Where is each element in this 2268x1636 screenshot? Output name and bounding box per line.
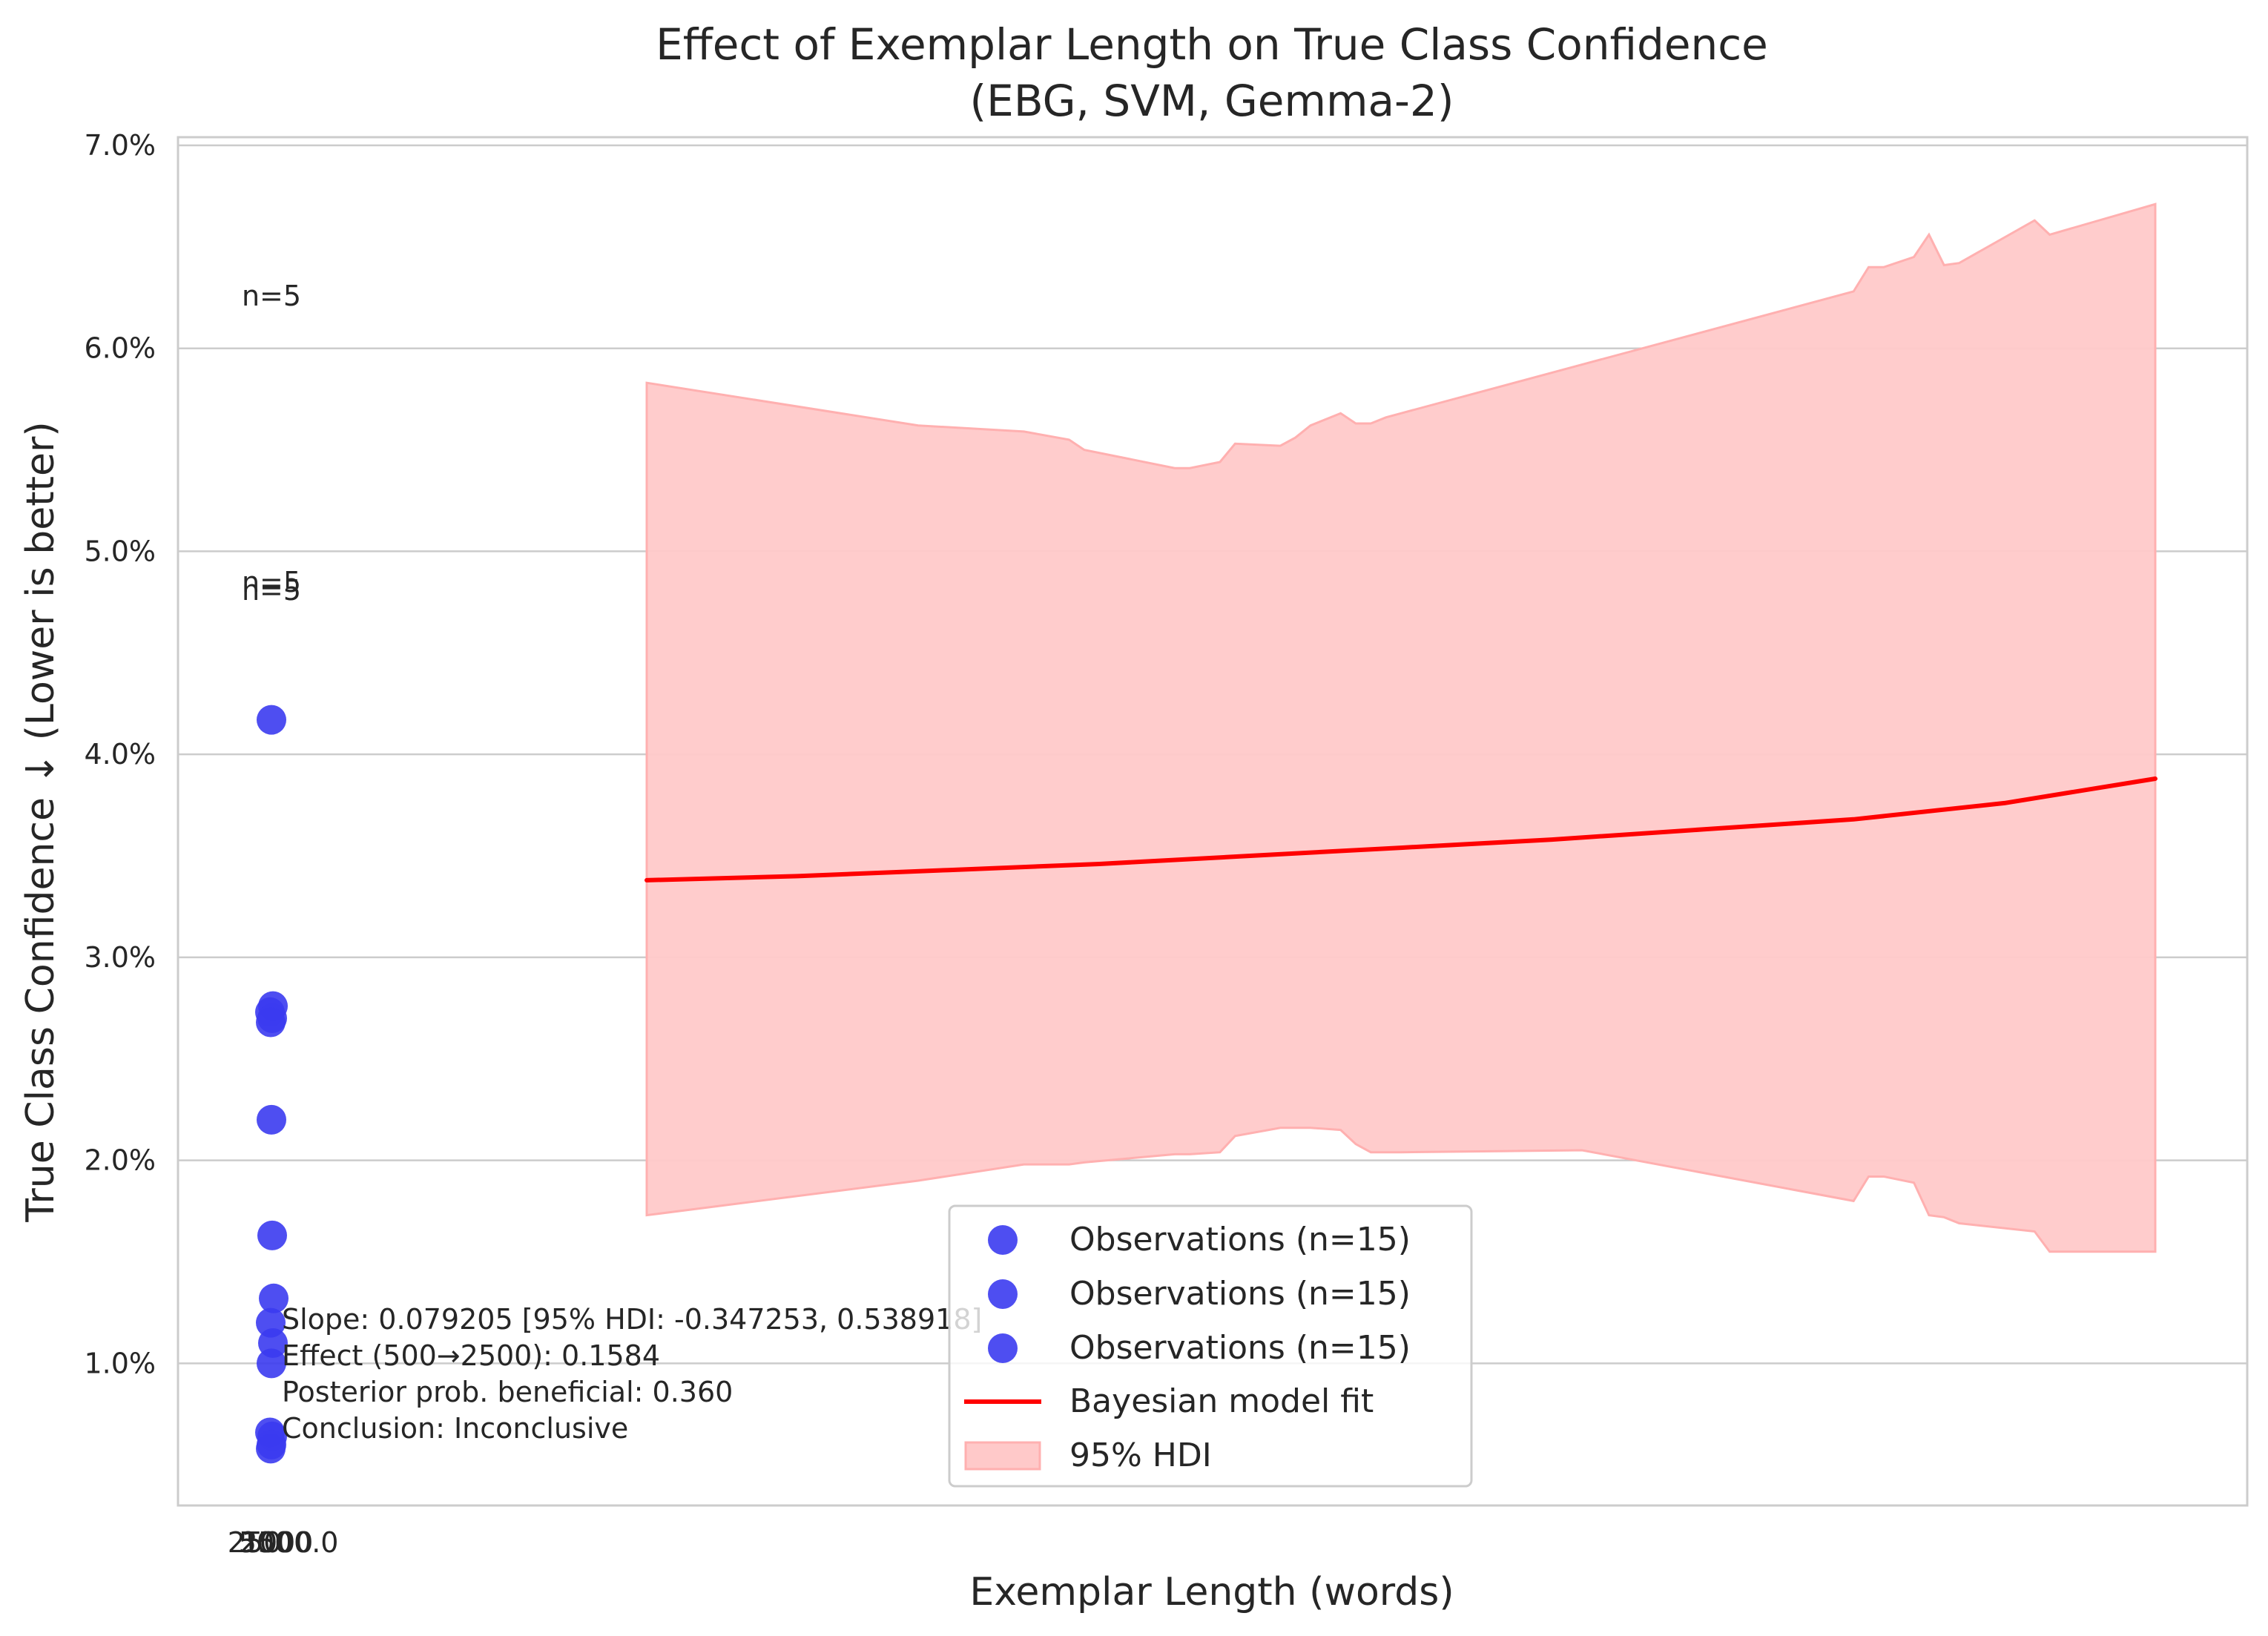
y-ticks: 1.0% 2.0% 3.0% 4.0% 5.0% 6.0% 7.0% — [84, 129, 156, 1379]
legend-label-observations-2: Observations (n=15) — [1069, 1275, 1411, 1313]
y-axis-label: True Class Confidence ↓ (Lower is better… — [19, 421, 63, 1222]
points-layer — [255, 705, 289, 1464]
hdi-layer — [645, 202, 2157, 1253]
legend-box — [948, 1204, 1473, 1488]
observation-point — [257, 705, 286, 735]
sample-annotations: n=5n=5n=5 — [242, 280, 301, 607]
y-tick-label: 7.0% — [84, 129, 156, 162]
observation-point — [257, 1348, 286, 1379]
legend-marker-observations-1 — [988, 1225, 1018, 1255]
legend-patch-hdi — [964, 1441, 1041, 1471]
stats-line-slope: Slope: 0.079205 [95% HDI: -0.347253, 0.5… — [282, 1303, 982, 1336]
stats-line-posterior: Posterior prob. beneficial: 0.360 — [282, 1376, 733, 1408]
y-tick-label: 4.0% — [84, 738, 156, 771]
observation-point — [256, 1434, 286, 1464]
legend: Observations (n=15) Observations (n=15) … — [948, 1204, 1473, 1488]
legend-marker-observations-2 — [988, 1279, 1018, 1309]
observation-point — [257, 1104, 286, 1135]
sample-size-annotation: n=5 — [242, 280, 301, 312]
sample-size-annotation: n=5 — [242, 574, 301, 607]
y-tick-label: 6.0% — [84, 332, 156, 365]
x-tick-label: 1000 — [242, 1526, 314, 1559]
y-tick-label: 3.0% — [84, 941, 156, 974]
observation-point — [259, 1283, 289, 1313]
y-tick-label: 1.0% — [84, 1347, 156, 1379]
x-axis-label: Exemplar Length (words) — [969, 1570, 1454, 1614]
chart-title: Effect of Exemplar Length on True Class … — [656, 19, 1768, 70]
y-tick-label: 5.0% — [84, 535, 156, 567]
plot-frame — [177, 136, 2249, 1507]
y-tick-label: 2.0% — [84, 1144, 156, 1177]
stats-line-conclusion: Conclusion: Inconclusive — [282, 1412, 628, 1445]
observation-point — [256, 1007, 286, 1038]
legend-label-observations-1: Observations (n=15) — [1069, 1221, 1411, 1259]
legend-label-fit: Bayesian model fit — [1069, 1382, 1374, 1420]
x-tick-label: 2500.0 — [240, 1526, 339, 1559]
x-tick-label: 500 — [239, 1526, 293, 1559]
hdi-band — [645, 202, 2157, 1253]
observation-point — [257, 1220, 287, 1250]
legend-label-hdi: 95% HDI — [1069, 1437, 1212, 1474]
x-tick-label: 250 — [228, 1526, 282, 1559]
stats-line-effect: Effect (500→2500): 0.1584 — [282, 1339, 660, 1372]
sample-size-annotation: n=5 — [242, 566, 301, 598]
legend-marker-observations-3 — [988, 1333, 1018, 1363]
legend-label-observations-3: Observations (n=15) — [1069, 1329, 1411, 1367]
fit-line — [645, 776, 2157, 883]
fit-layer — [645, 776, 2157, 883]
chart-subtitle: (EBG, SVM, Gemma-2) — [970, 76, 1454, 126]
